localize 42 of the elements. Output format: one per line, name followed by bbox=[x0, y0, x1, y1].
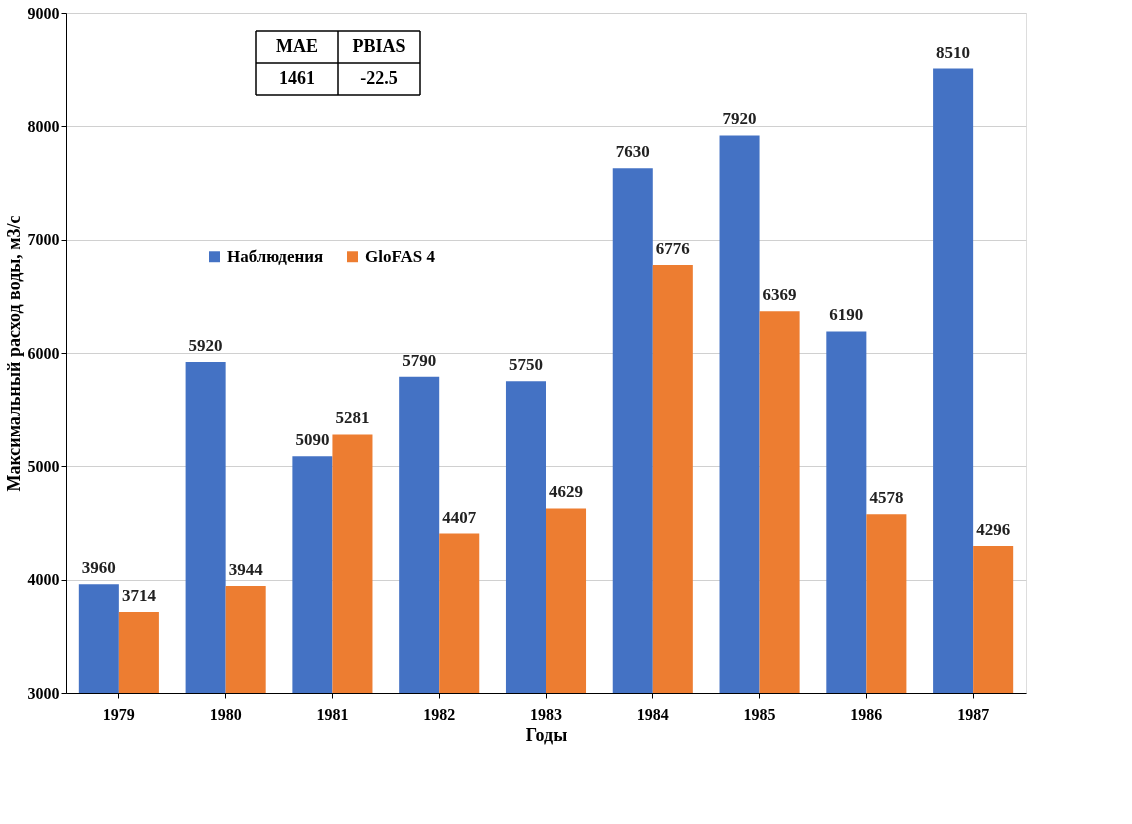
x-tick-label: 1979 bbox=[102, 705, 135, 723]
data-label: 4629 bbox=[549, 482, 584, 502]
data-label: 3960 bbox=[81, 558, 116, 578]
data-label: 4296 bbox=[976, 520, 1011, 540]
data-label: 5750 bbox=[508, 355, 543, 375]
annotation: 1461 bbox=[279, 68, 315, 88]
legend-label: Наблюдения bbox=[227, 246, 324, 266]
data-label: 4407 bbox=[442, 507, 477, 527]
data-label: 5920 bbox=[188, 336, 223, 356]
legend-label: GloFAS 4 bbox=[365, 246, 436, 266]
x-tick-label: 1981 bbox=[316, 705, 349, 723]
x-tick-label: 1985 bbox=[743, 705, 776, 723]
data-label: 5790 bbox=[402, 350, 437, 370]
data-label: 6369 bbox=[762, 285, 797, 305]
x-tick-label: 1983 bbox=[530, 705, 562, 723]
annotation: MAE bbox=[276, 36, 318, 56]
data-label: 7630 bbox=[615, 142, 650, 162]
data-label: 3944 bbox=[228, 560, 264, 580]
data-label: 3714 bbox=[121, 586, 157, 606]
data-label: 5090 bbox=[295, 430, 330, 450]
data-label: 6776 bbox=[655, 239, 690, 259]
annotation: -22.5 bbox=[360, 68, 398, 88]
annotation: PBIAS bbox=[352, 36, 406, 56]
y-tick-label: 4000 bbox=[27, 571, 60, 589]
x-tick-label: 1982 bbox=[423, 705, 456, 723]
x-tick-label: 1986 bbox=[850, 705, 883, 723]
y-tick-label: 5000 bbox=[27, 457, 60, 475]
y-tick-label: 6000 bbox=[27, 344, 60, 362]
data-label: 8510 bbox=[936, 42, 971, 62]
x-axis-title: Годы bbox=[525, 724, 568, 745]
y-axis-title: Максимальный расход воды, м3/с bbox=[3, 215, 24, 492]
y-tick-label: 8000 bbox=[27, 117, 60, 135]
data-label: 5281 bbox=[335, 408, 370, 428]
y-tick-label: 9000 bbox=[27, 4, 60, 22]
data-label: 7920 bbox=[722, 109, 757, 129]
data-label: 6190 bbox=[829, 305, 864, 325]
x-tick-label: 1980 bbox=[209, 705, 242, 723]
y-tick-label: 3000 bbox=[27, 684, 60, 702]
data-label: 4578 bbox=[869, 488, 904, 508]
y-tick-label: 7000 bbox=[27, 231, 60, 249]
x-tick-label: 1987 bbox=[957, 705, 990, 723]
x-tick-label: 1984 bbox=[636, 705, 669, 723]
